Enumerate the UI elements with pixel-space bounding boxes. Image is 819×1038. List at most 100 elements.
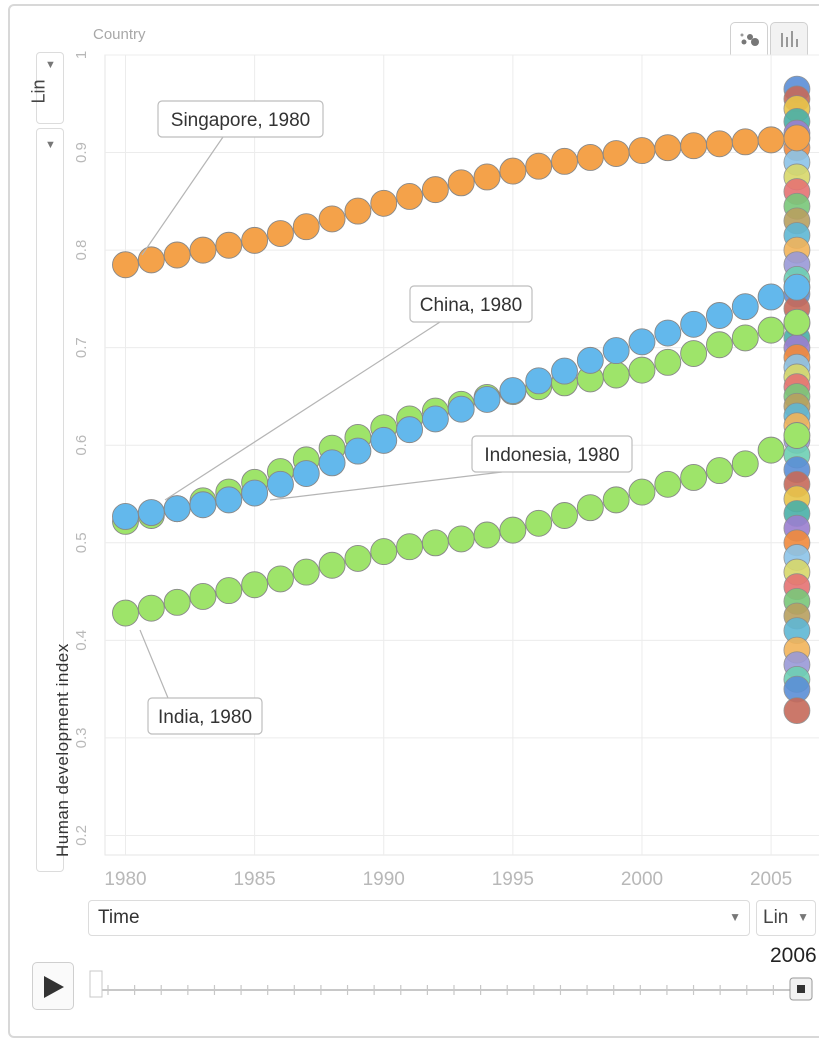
trail-bubble-china[interactable] [680,310,708,338]
trail-bubble-india[interactable] [680,463,708,491]
trail-bubble-singapore[interactable] [525,152,553,180]
trail-bubble-china[interactable] [292,460,320,487]
trail-bubble-singapore[interactable] [292,213,320,241]
trail-bubble-singapore[interactable] [783,124,811,152]
trail-bubble-singapore[interactable] [731,128,759,156]
trail-bubble-china[interactable] [266,470,294,498]
trail-bubble-indonesia[interactable] [783,308,811,336]
trail-bubble-singapore[interactable] [189,236,217,264]
trail-bubble-india[interactable] [215,577,243,605]
trail-bubble-indonesia[interactable] [706,331,733,359]
trail-bubble-china[interactable] [731,293,759,321]
trail-bubble-china[interactable] [757,283,785,311]
trail-bubble-china[interactable] [421,405,449,433]
trail-bubble-indonesia[interactable] [602,361,630,389]
trail-bubble-singapore[interactable] [628,137,656,165]
trail-bubble-china[interactable] [499,377,527,405]
play-button[interactable] [32,962,74,1010]
trail-bubble-china[interactable] [163,495,191,523]
trail-bubble-singapore[interactable] [706,130,733,158]
trail-bubble-indonesia[interactable] [654,348,682,376]
trail-bubble-india[interactable] [241,571,269,599]
trail-bubble-india[interactable] [473,521,501,549]
trail-bubble-singapore[interactable] [112,251,139,279]
trail-bubble-india[interactable] [163,588,191,616]
trail-bubble-india[interactable] [396,533,424,561]
y-axis-dropdown[interactable]: ▼ [36,128,64,872]
trail-bubble-india[interactable] [370,538,398,566]
trail-bubble-india[interactable] [783,422,811,449]
trail-bubble-india[interactable] [421,529,449,557]
trail-bubble-india[interactable] [499,516,527,544]
trail-bubble-singapore[interactable] [370,189,398,217]
trail-bubble-singapore[interactable] [602,140,630,167]
x-axis-dropdown[interactable]: Time ▼ [88,900,750,936]
trail-bubble-india[interactable] [757,436,785,464]
trail-bubble-china[interactable] [396,416,424,444]
bubble-label-box[interactable] [157,100,324,138]
trail-bubble-india[interactable] [706,457,733,485]
trail-bubble-china[interactable] [473,385,501,413]
trail-bubble-singapore[interactable] [473,163,501,191]
trail-bubble-singapore[interactable] [266,220,294,247]
trail-bubble-china[interactable] [189,491,217,519]
trail-bubble-india[interactable] [576,494,604,522]
slider-speed-handle[interactable] [89,970,103,998]
color-dimension-label[interactable]: Country [93,26,146,43]
trail-bubble-china[interactable] [706,302,733,329]
trail-bubble-china[interactable] [628,328,656,356]
trail-bubble-china[interactable] [112,503,139,530]
x-scale-dropdown[interactable]: Lin ▼ [756,900,816,936]
trail-bubble-china[interactable] [551,357,578,385]
trail-bubble-china[interactable] [318,449,346,477]
trail-bubble-singapore[interactable] [499,157,527,185]
trail-bubble-india[interactable] [112,599,139,627]
trail-bubble-china[interactable] [576,346,604,374]
trail-bubble-china[interactable] [215,486,243,514]
trail-bubble-china[interactable] [783,273,811,301]
trail-bubble-singapore[interactable] [421,176,449,204]
trail-bubble-singapore[interactable] [344,197,372,225]
trail-bubble-indonesia[interactable] [731,324,759,352]
trail-bubble-india[interactable] [266,565,294,593]
bubble-label-box[interactable] [147,697,263,735]
trail-bubble-india[interactable] [318,551,346,579]
bubble-label-box[interactable] [409,285,533,323]
trail-bubble-singapore[interactable] [551,147,578,175]
trail-bubble-indonesia[interactable] [628,356,656,384]
bubble-chart-tab[interactable] [730,22,768,55]
trail-bubble-indonesia[interactable] [757,316,785,344]
trail-bubble-singapore[interactable] [215,231,243,259]
trail-bubble-singapore[interactable] [241,226,269,254]
trail-bubble-india[interactable] [344,544,372,572]
trail-bubble-singapore[interactable] [318,205,346,233]
trail-bubble-india[interactable] [189,583,217,610]
trail-bubble-singapore[interactable] [680,132,708,160]
trail-bubble-india[interactable] [628,478,656,506]
time-slider[interactable] [89,970,813,1001]
trail-bubble-china[interactable] [654,319,682,347]
trail-bubble-india[interactable] [654,470,682,498]
trail-bubble-china[interactable] [241,479,269,507]
y-scale-dropdown[interactable]: ▼ Lin [29,52,64,124]
bar-chart-tab[interactable] [770,22,808,55]
trail-bubble-singapore[interactable] [654,134,682,162]
trail-bubble-china[interactable] [137,499,165,527]
trail-bubble-singapore[interactable] [757,126,785,154]
country-bubble[interactable] [783,697,811,725]
trail-bubble-india[interactable] [602,486,630,514]
trail-bubble-singapore[interactable] [396,183,424,210]
trail-bubble-singapore[interactable] [137,246,165,274]
trail-bubble-singapore[interactable] [447,169,475,197]
trail-bubble-singapore[interactable] [576,143,604,171]
trail-bubble-china[interactable] [344,437,372,465]
trail-bubble-singapore[interactable] [163,241,191,269]
trail-bubble-india[interactable] [731,450,759,478]
trail-bubble-india[interactable] [292,558,320,586]
trail-bubble-china[interactable] [525,367,553,395]
trail-bubble-india[interactable] [447,525,475,553]
trail-bubble-india[interactable] [551,502,578,529]
bubble-label-box[interactable] [471,435,633,473]
trail-bubble-india[interactable] [137,594,165,622]
trail-bubble-china[interactable] [447,395,475,423]
